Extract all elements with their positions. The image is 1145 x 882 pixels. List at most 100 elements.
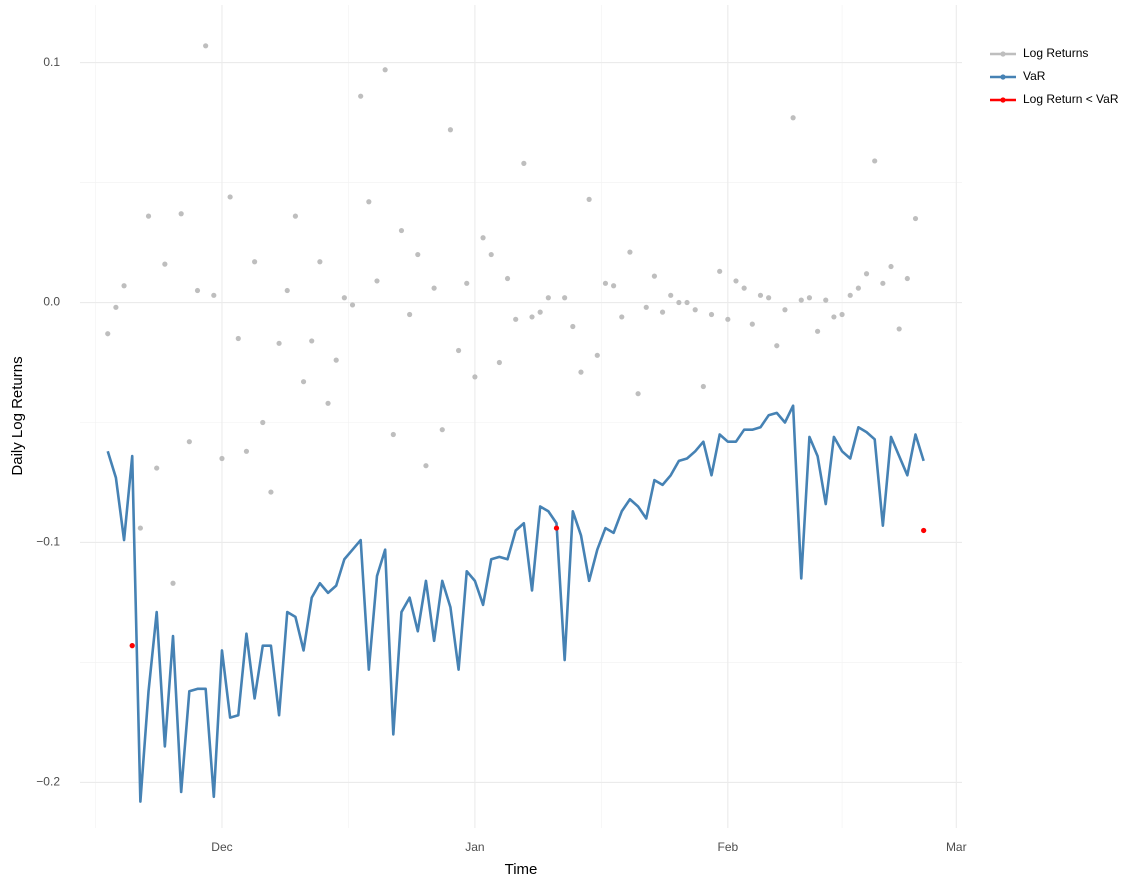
- point: [382, 67, 388, 73]
- legend-label: Log Returns: [1023, 46, 1088, 60]
- legend-label: Log Return < VaR: [1023, 92, 1119, 106]
- x-tick-label: Dec: [211, 840, 232, 854]
- point: [855, 285, 861, 291]
- point: [496, 359, 502, 366]
- point: [806, 295, 813, 301]
- point: [529, 314, 535, 320]
- point: [774, 343, 780, 349]
- point: [423, 463, 429, 469]
- legend-swatch-point: [1000, 51, 1006, 57]
- legend-label: VaR: [1023, 69, 1046, 83]
- point: [252, 259, 258, 265]
- point: [235, 335, 241, 342]
- point: [513, 316, 519, 322]
- point: [407, 311, 413, 318]
- point: [398, 227, 405, 234]
- point: [725, 316, 731, 322]
- point: [594, 352, 600, 358]
- point: [464, 280, 470, 286]
- point: [268, 489, 274, 495]
- point: [635, 391, 641, 397]
- point: [896, 326, 902, 332]
- point: [309, 338, 315, 344]
- point: [863, 271, 870, 277]
- point: [684, 299, 690, 306]
- point: [847, 292, 853, 298]
- point: [651, 273, 658, 279]
- point: [880, 280, 886, 286]
- x-tick-label: Feb: [717, 840, 738, 854]
- y-tick-label: 0.1: [43, 55, 60, 69]
- point: [659, 309, 666, 315]
- point: [113, 304, 119, 310]
- point: [904, 275, 910, 282]
- point: [676, 299, 682, 306]
- point: [121, 283, 127, 289]
- point: [186, 439, 192, 445]
- point: [390, 431, 396, 438]
- point: [194, 287, 201, 294]
- point: [504, 275, 511, 282]
- point: [570, 323, 576, 330]
- point: [472, 374, 478, 380]
- point: [154, 465, 160, 471]
- point: [358, 93, 364, 99]
- point: [431, 285, 437, 291]
- point: [921, 527, 927, 534]
- point: [455, 347, 462, 354]
- point: [227, 194, 233, 200]
- point: [349, 302, 356, 308]
- point: [162, 261, 168, 267]
- legend-swatch-point: [1000, 97, 1006, 103]
- point: [562, 295, 568, 301]
- point: [447, 127, 454, 133]
- point: [145, 213, 152, 219]
- point: [790, 115, 796, 121]
- point: [766, 295, 772, 301]
- point: [545, 295, 551, 301]
- point: [366, 199, 372, 205]
- point: [578, 369, 584, 375]
- point: [333, 357, 339, 363]
- point: [211, 292, 217, 298]
- point: [178, 211, 184, 217]
- point: [782, 307, 788, 313]
- point: [137, 525, 143, 531]
- var-line: [106, 404, 925, 803]
- point: [439, 427, 445, 433]
- point: [203, 43, 209, 49]
- x-axis-title: Time: [505, 861, 538, 878]
- point: [741, 285, 747, 291]
- y-tick-label: −0.1: [36, 535, 60, 549]
- point: [553, 525, 560, 531]
- y-tick-label: −0.2: [36, 775, 60, 789]
- point: [692, 307, 698, 313]
- point: [129, 643, 135, 649]
- point: [325, 400, 331, 406]
- point: [888, 263, 894, 270]
- point: [700, 383, 706, 390]
- point: [708, 311, 715, 318]
- point: [757, 292, 764, 298]
- point: [260, 419, 266, 426]
- point: [317, 259, 323, 265]
- point: [105, 331, 111, 337]
- point: [243, 448, 250, 454]
- point: [814, 328, 821, 334]
- point: [602, 280, 609, 286]
- point: [912, 215, 919, 222]
- point: [284, 287, 290, 294]
- point: [749, 321, 755, 327]
- point: [831, 314, 837, 320]
- point: [643, 304, 649, 310]
- point: [619, 314, 625, 320]
- x-tick-label: Mar: [946, 840, 967, 854]
- point: [292, 213, 299, 219]
- point: [798, 297, 804, 303]
- point: [480, 235, 486, 241]
- point: [668, 292, 674, 298]
- point: [717, 268, 723, 274]
- point: [488, 251, 494, 258]
- point: [276, 340, 282, 346]
